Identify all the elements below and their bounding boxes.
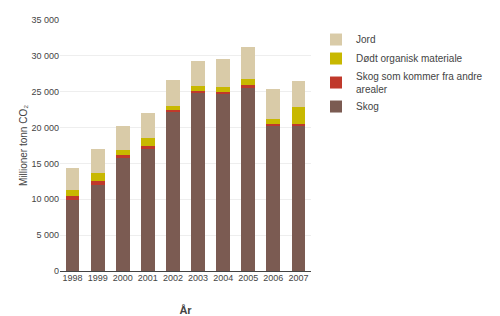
svg-text:2006: 2006	[263, 273, 283, 283]
svg-text:2000: 2000	[113, 273, 133, 283]
svg-text:5 000: 5 000	[36, 230, 59, 240]
svg-text:1999: 1999	[88, 273, 108, 283]
svg-text:2004: 2004	[213, 273, 233, 283]
svg-text:25 000: 25 000	[31, 87, 59, 97]
svg-text:15 000: 15 000	[31, 159, 59, 169]
svg-text:35 000: 35 000	[31, 15, 59, 25]
svg-text:10 000: 10 000	[31, 194, 59, 204]
svg-text:30 000: 30 000	[31, 51, 59, 61]
svg-text:2007: 2007	[288, 273, 308, 283]
svg-text:0: 0	[54, 266, 59, 276]
svg-text:Skog: Skog	[356, 101, 379, 112]
svg-text:2001: 2001	[138, 273, 158, 283]
svg-text:Millioner tonn CO₂: Millioner tonn CO₂	[18, 105, 29, 186]
svg-text:Skog som kommer fra andreareal: Skog som kommer fra andrearealer	[356, 71, 483, 95]
svg-text:År: År	[179, 304, 192, 316]
svg-text:1998: 1998	[63, 273, 83, 283]
svg-text:20 000: 20 000	[31, 123, 59, 133]
svg-text:2005: 2005	[238, 273, 258, 283]
svg-text:2003: 2003	[188, 273, 208, 283]
svg-text:2002: 2002	[163, 273, 183, 283]
svg-text:Jord: Jord	[356, 34, 375, 45]
svg-text:Dødt organisk materiale: Dødt organisk materiale	[356, 53, 463, 64]
